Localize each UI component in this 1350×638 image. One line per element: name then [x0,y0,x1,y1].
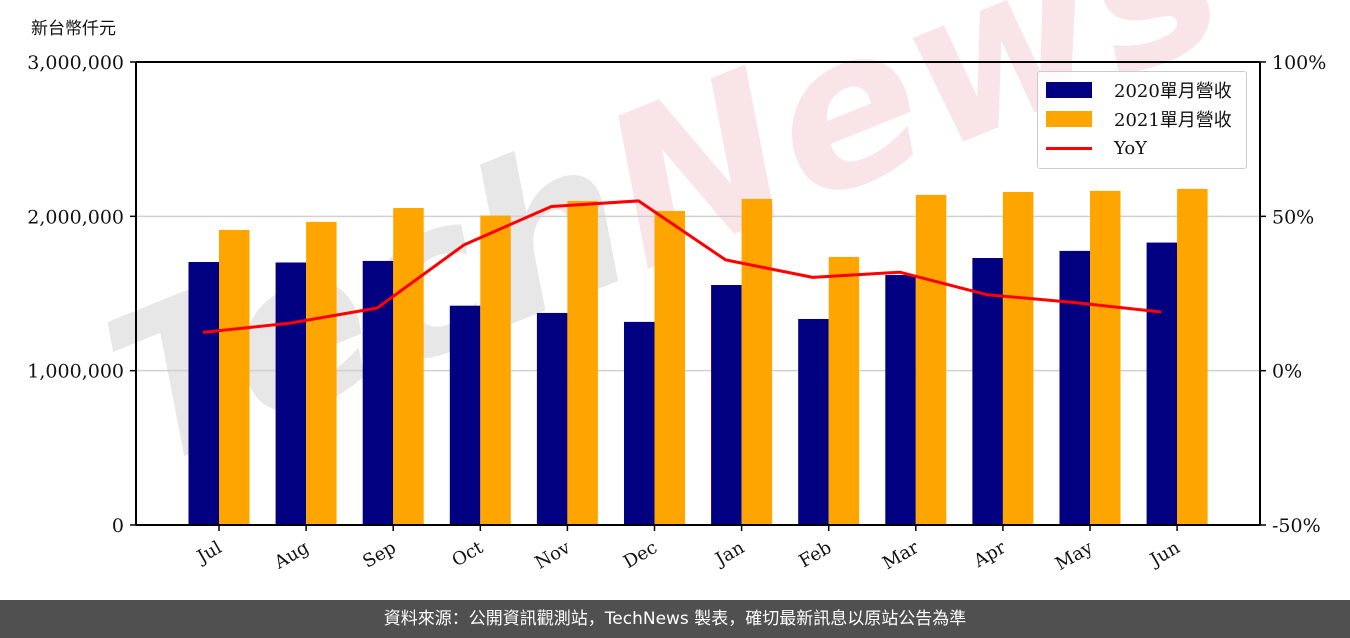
bar-2020-jun [1146,242,1178,525]
bar-2020-dec [624,321,655,525]
x-tick-label-dec: Dec [620,537,661,573]
bar-2020-aug [275,262,307,525]
bar-2021-sep [393,207,424,525]
bar-2021-jan [741,198,773,525]
x-tick-label-apr: Apr [969,537,1009,572]
right-axis-ticks: -50% 0% 50% 100% [1260,52,1326,537]
x-tick-label-jan: Jan [710,537,748,571]
bar-2020-apr [972,258,1003,525]
source-footer: 資料來源：公開資訊觀測站，TechNews 製表，確切最新訊息以原站公告為準 [0,600,1350,638]
right-tick-label: 100% [1272,52,1326,74]
x-tick-label-mar: Mar [879,537,923,574]
left-tick-label: 0 [112,515,124,537]
right-tick-label: 50% [1272,206,1314,228]
bar-2020-feb [798,318,829,525]
yoy-line [202,199,1162,334]
left-tick-label: 1,000,000 [27,361,124,383]
bar-2021-oct [480,215,511,526]
x-axis-ticks: Jul Aug Sep Oct Nov Dec Jan Feb Mar Apr May Jun [192,525,1184,575]
x-tick-label-nov: Nov [532,537,575,574]
bar-2021-dec [654,210,685,525]
legend-item-2020: 2020單月營收 [1046,78,1232,102]
legend-item-2021: 2021單月營收 [1046,107,1232,131]
x-tick-label-oct: Oct [449,537,488,572]
bar-2021-jun [1177,188,1208,525]
bar-2020-nov [536,312,568,525]
x-tick-label-sep: Sep [359,537,399,572]
bar-2021-jul [219,229,250,525]
bar-2020-sep [362,260,394,525]
bar-2020-jul [188,262,219,525]
bar-series [188,188,1208,526]
axes [135,61,1261,526]
bar-2020-may [1059,250,1090,526]
legend-swatch-2021 [1046,111,1092,127]
right-tick-label: -50% [1272,515,1321,537]
legend-label-2020: 2020單月營收 [1114,81,1232,102]
y-axis-unit-label: 新台幣仟元 [31,19,116,39]
x-tick-label-jul: Jul [192,537,226,569]
x-tick-label-aug: Aug [270,537,313,574]
left-tick-label: 2,000,000 [27,206,124,228]
legend-line-yoy [1046,146,1092,150]
right-tick-label: 0% [1272,361,1302,383]
bar-2021-nov [567,200,598,525]
yoy-line-series [202,199,1162,334]
legend-item-yoy: YoY [1046,136,1147,160]
left-axis-ticks: 0 1,000,000 2,000,000 3,000,000 [27,52,136,537]
bar-2021-aug [306,221,337,525]
x-tick-label-jun: Jun [1145,537,1184,572]
bar-2020-mar [885,274,916,525]
x-tick-label-feb: Feb [796,537,836,572]
bar-2021-mar [915,194,947,526]
bar-2021-feb [828,256,860,525]
bar-2021-apr [1002,191,1034,525]
chart-legend: 2020單月營收 2021單月營收 YoY [1037,71,1247,169]
legend-label-yoy: YoY [1114,137,1148,159]
legend-label-2021: 2021單月營收 [1114,110,1232,131]
left-tick-label: 3,000,000 [27,52,124,74]
legend-swatch-2020 [1046,82,1092,98]
bar-2021-may [1090,190,1121,525]
bar-2020-oct [449,305,481,525]
bar-2020-jan [711,285,742,525]
x-tick-label-may: May [1052,537,1097,575]
